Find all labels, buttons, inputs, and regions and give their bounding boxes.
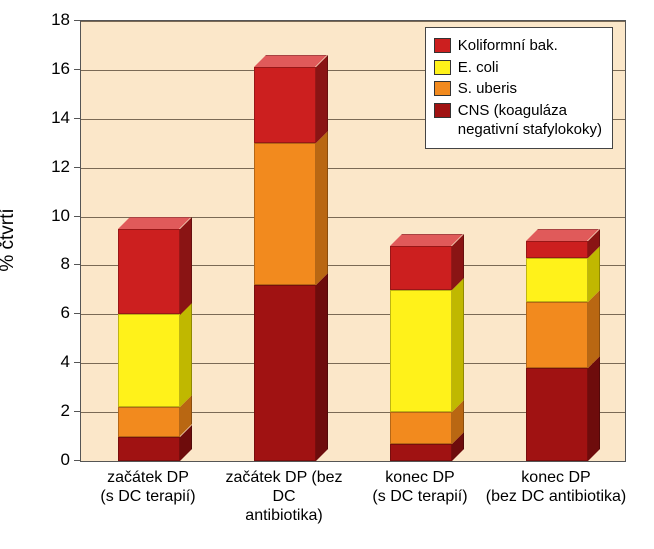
x-tick-label: konec DP (bez DC antibiotika) [485,468,628,506]
bar-segment [390,290,451,412]
bar-top [118,217,191,229]
bar-segment [526,302,587,368]
y-tick-label: 0 [30,450,70,470]
plot-area: Koliformní bak.E. coliS. uberisCNS (koag… [80,20,626,462]
bar-side [588,290,600,368]
y-tick-label: 8 [30,254,70,274]
legend-row: E. coli [434,58,602,78]
x-tick-label: začátek DP (bez DC antibiotika) [213,468,356,526]
y-tick-label: 14 [30,108,70,128]
legend-label: S. uberis [458,79,517,99]
x-tick-label: konec DP (s DC terapií) [349,468,492,506]
y-tick-label: 6 [30,303,70,323]
bar-side [316,55,328,143]
chart-container: % čtvrtí 024681012141618 Koliformní bak.… [0,0,654,549]
legend-label: Koliformní bak. [458,36,558,56]
legend-row: S. uberis [434,79,602,99]
y-tick-label: 12 [30,157,70,177]
bar-side [316,273,328,461]
y-tick-label: 10 [30,206,70,226]
bar-side [452,278,464,412]
bar-side [588,356,600,461]
bar-top [390,234,463,246]
bar-segment [526,241,587,258]
bar-segment [254,67,315,143]
bar-segment [390,444,451,461]
y-tick-label: 16 [30,59,70,79]
bar-segment [390,246,451,290]
bar-segment [118,437,179,461]
legend-label: CNS (koaguláza negativní stafylokoky) [458,101,602,140]
legend-swatch [434,103,451,118]
y-axis: 024681012141618 [0,20,80,460]
bar-segment [526,368,587,461]
legend-swatch [434,60,451,75]
legend-row: CNS (koaguláza negativní stafylokoky) [434,101,602,140]
bar-side [180,217,192,315]
bar-side [316,131,328,285]
bar-segment [118,229,179,315]
legend-swatch [434,38,451,53]
bar-segment [118,314,179,407]
bar-group [118,21,179,461]
bar-segment [390,412,451,444]
legend-swatch [434,81,451,96]
bar-group [254,21,315,461]
y-tick-label: 4 [30,352,70,372]
bar-top [526,229,599,241]
legend: Koliformní bak.E. coliS. uberisCNS (koag… [425,27,613,149]
bar-segment [254,285,315,461]
legend-label: E. coli [458,58,499,78]
x-tick-label: začátek DP (s DC terapií) [77,468,220,506]
bar-segment [526,258,587,302]
legend-row: Koliformní bak. [434,36,602,56]
bar-side [180,302,192,407]
bar-segment [118,407,179,436]
bar-segment [254,143,315,285]
y-tick-label: 18 [30,10,70,30]
y-tick-label: 2 [30,401,70,421]
